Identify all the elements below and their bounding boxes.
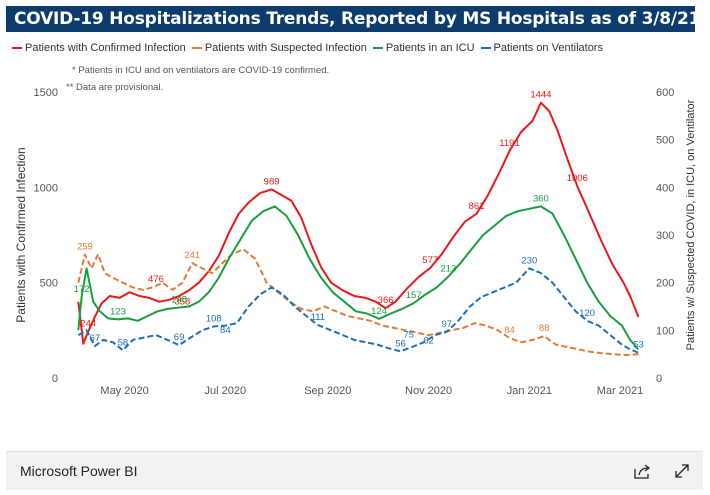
chart-note-icu: * Patients in ICU and on ventilators are…	[72, 65, 329, 76]
y-tick-label: 0	[52, 373, 58, 385]
share-button[interactable]	[631, 460, 653, 482]
series-line-patients-with-suspected-infection	[77, 248, 639, 357]
y2-tick-label: 200	[656, 278, 674, 290]
data-label: 476	[148, 274, 164, 285]
legend-item-ventilators[interactable]: Patients on Ventilators	[480, 42, 603, 54]
legend-label-icu: Patients in an ICU	[385, 42, 475, 54]
chart-note-provisional: ** Data are provisional.	[66, 82, 163, 93]
data-label: 358	[174, 297, 190, 308]
legend-item-suspected[interactable]: Patients with Suspected Infection	[191, 42, 367, 54]
data-label: 84	[504, 325, 515, 336]
series-line-patients-in-an-icu	[77, 205, 640, 351]
y-tick-label: 1500	[34, 87, 58, 99]
y-tick-label: 1000	[34, 182, 58, 194]
data-label: 213	[440, 263, 456, 274]
x-tick-label: Sep 2020	[304, 385, 351, 397]
data-label: 124	[371, 306, 387, 317]
x-tick-label: Jan 2021	[507, 385, 552, 397]
data-label: 67	[90, 333, 101, 344]
data-label: 1191	[499, 138, 519, 149]
y-axis-title: Patients with Confirmed Infection	[14, 147, 28, 322]
legend-item-confirmed[interactable]: Patients with Confirmed Infection	[12, 42, 186, 54]
legend-swatch-suspected	[191, 47, 202, 49]
report-title: COVID-19 Hospitalizations Trends, Report…	[6, 6, 695, 32]
data-label: 69	[174, 332, 185, 343]
data-label: 56	[395, 338, 406, 349]
data-label: 157	[406, 290, 422, 301]
x-tick-label: May 2020	[100, 385, 148, 397]
data-label: 577	[422, 255, 438, 266]
legend-swatch-confirmed	[12, 47, 22, 49]
data-label: 53	[633, 340, 644, 351]
powerbi-brand-link[interactable]: Microsoft Power BI	[20, 463, 138, 479]
data-label: 123	[110, 306, 126, 317]
series-line-patients-with-confirmed-infection	[77, 101, 640, 345]
data-label: 241	[184, 250, 200, 261]
data-label: 62	[423, 335, 434, 346]
data-label: 58	[118, 337, 129, 348]
legend-label-ventilators: Patients on Ventilators	[493, 42, 603, 54]
legend-swatch-icu	[372, 47, 383, 49]
data-label: 360	[533, 193, 549, 204]
data-label: 366	[378, 295, 394, 306]
y2-axis-title: Patients w/ Suspected COVID, in ICU, on …	[685, 99, 697, 350]
y2-tick-label: 0	[656, 373, 662, 385]
chart-legend: Patients with Confirmed Infection Patien…	[12, 40, 609, 56]
data-label: 148	[171, 294, 187, 305]
data-label: 88	[539, 323, 550, 334]
data-label: 172	[74, 284, 90, 295]
expand-icon	[675, 464, 689, 478]
share-icon	[634, 464, 651, 479]
data-label: 989	[264, 176, 280, 187]
y-tick-label: 500	[40, 278, 58, 290]
y2-tick-label: 500	[656, 135, 674, 147]
data-label: 75	[403, 329, 414, 340]
data-label: 1444	[530, 90, 551, 101]
legend-item-icu[interactable]: Patients in an ICU	[372, 42, 475, 54]
y2-tick-label: 300	[656, 230, 674, 242]
line-chart: 0 500 1000 1500 0 100 200 300 400 500 600 May 2020 J…	[14, 65, 697, 397]
y2-tick-label: 600	[656, 87, 674, 99]
data-label: 111	[311, 312, 325, 323]
data-label: 244	[80, 318, 96, 329]
powerbi-footer: Microsoft Power BI	[6, 451, 703, 490]
series-line-patients-on-ventilators	[77, 267, 639, 354]
x-tick-label: Jul 2020	[205, 385, 247, 397]
legend-label-suspected: Patients with Suspected Infection	[204, 42, 367, 54]
data-label: 84	[220, 325, 231, 336]
legend-swatch-ventilators	[480, 47, 491, 49]
data-label: 108	[206, 314, 222, 325]
y2-tick-label: 100	[656, 325, 674, 337]
x-tick-label: Nov 2020	[405, 385, 452, 397]
data-label: 97	[441, 319, 452, 330]
y2-tick-label: 400	[656, 182, 674, 194]
data-label: 230	[521, 255, 537, 266]
data-label: 120	[579, 308, 595, 319]
x-tick-label: Mar 2021	[597, 385, 643, 397]
legend-label-confirmed: Patients with Confirmed Infection	[25, 42, 186, 54]
fullscreen-button[interactable]	[671, 460, 693, 482]
data-label: 861	[469, 201, 485, 212]
data-label: 1006	[567, 173, 588, 184]
data-label: 259	[77, 242, 93, 253]
